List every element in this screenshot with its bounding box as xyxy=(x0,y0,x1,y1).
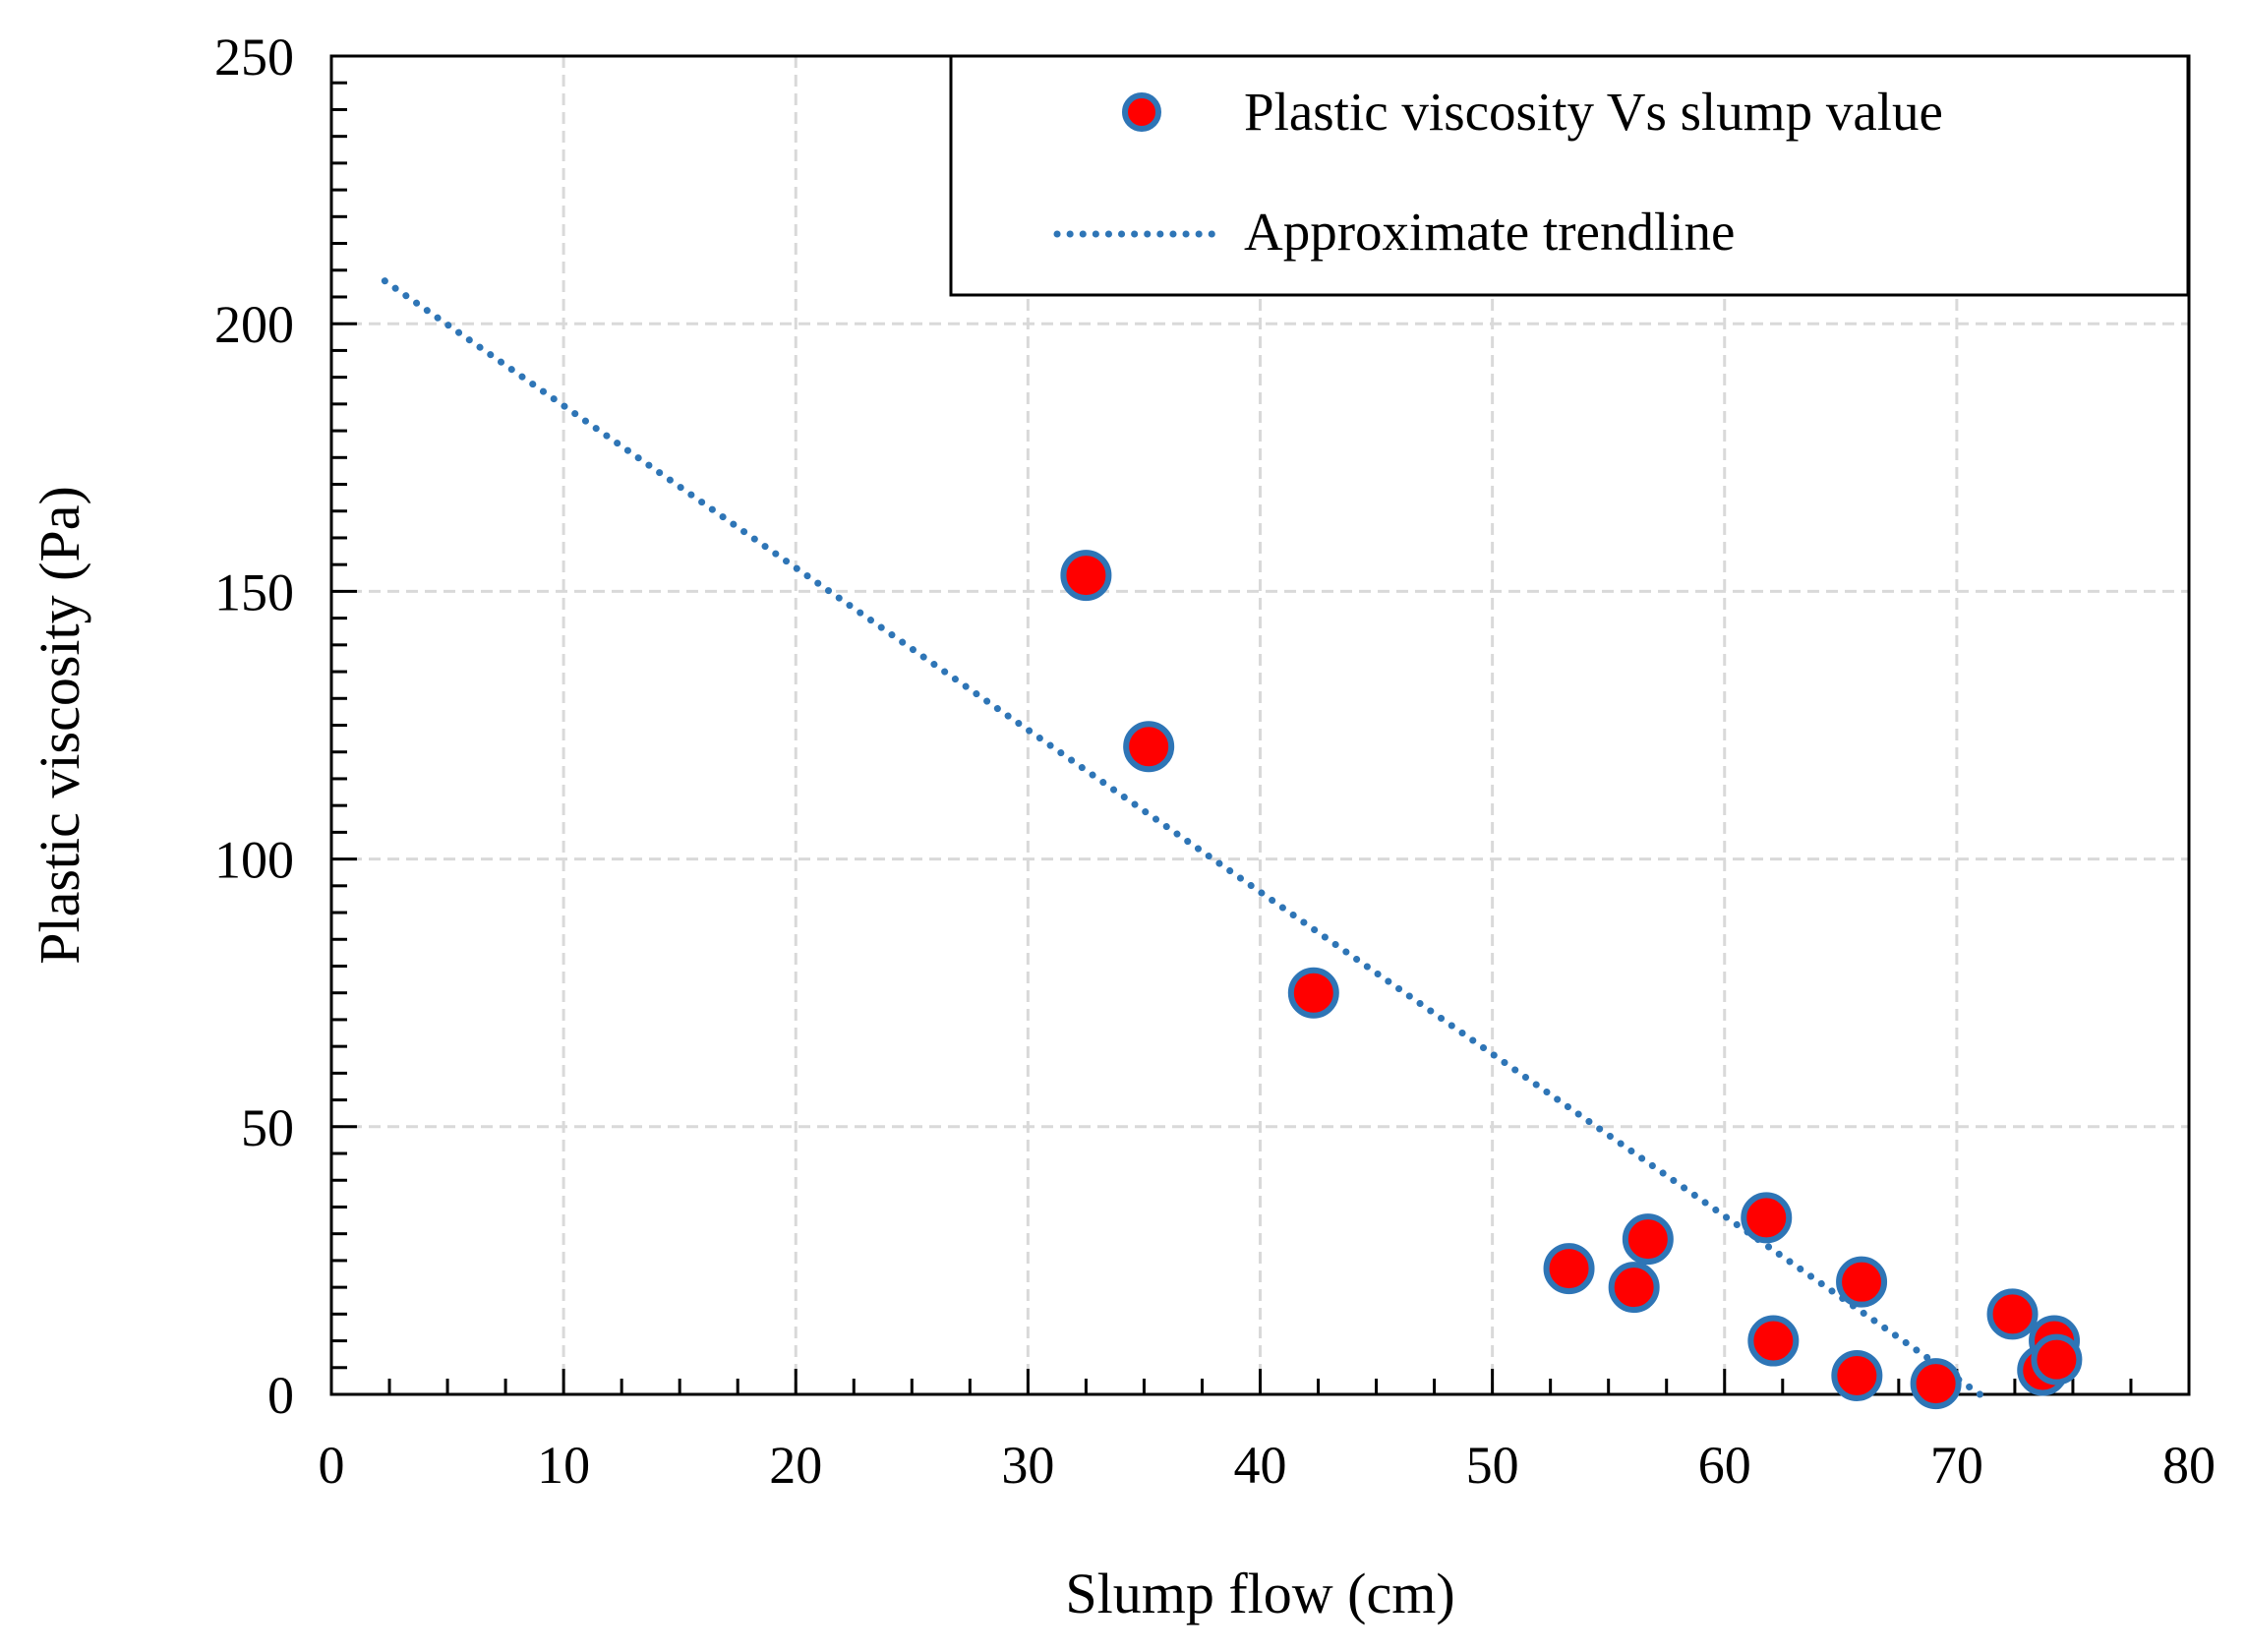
y-tick-label: 0 xyxy=(267,1366,294,1425)
data-point-14 xyxy=(2031,1333,2083,1386)
trendline xyxy=(381,277,1983,1398)
y-tick-label: 100 xyxy=(214,831,294,890)
legend-box xyxy=(949,54,2190,297)
x-tick-label: 50 xyxy=(1466,1436,1519,1495)
x-tick-labels: 0 10 20 30 40 50 60 70 80 xyxy=(319,1436,2216,1495)
y-tick-label: 150 xyxy=(214,562,294,621)
data-point-9 xyxy=(1836,1256,1888,1308)
x-tick-label: 20 xyxy=(769,1436,822,1495)
data-point-0 xyxy=(1060,550,1112,602)
trendline-group xyxy=(381,277,1983,1398)
x-tick-label: 0 xyxy=(319,1436,345,1495)
x-tick-label: 40 xyxy=(1234,1436,1287,1495)
data-point-5 xyxy=(1622,1213,1674,1266)
legend-label-scatter: Plastic viscosity Vs slump value xyxy=(1244,82,1943,142)
data-point-10 xyxy=(1910,1358,1962,1410)
data-point-7 xyxy=(1747,1315,1800,1367)
data-point-11 xyxy=(1986,1288,2039,1340)
y-tick-label: 250 xyxy=(214,28,294,87)
x-tick-label: 60 xyxy=(1698,1436,1751,1495)
data-point-4 xyxy=(1608,1262,1660,1314)
x-axis-title: Slump flow (cm) xyxy=(1065,1562,1454,1625)
data-points xyxy=(1060,550,2083,1410)
y-tick-labels: 0 50 100 150 200 250 xyxy=(214,28,294,1425)
data-point-6 xyxy=(1741,1192,1793,1244)
x-tick-label: 10 xyxy=(537,1436,590,1495)
x-tick-label: 70 xyxy=(1930,1436,1983,1495)
legend-label-trendline: Approximate trendline xyxy=(1244,202,1735,262)
legend-marker-scatter xyxy=(1122,92,1161,132)
y-tick-label: 50 xyxy=(241,1098,294,1157)
data-point-2 xyxy=(1287,967,1339,1019)
x-tick-label: 80 xyxy=(2162,1436,2216,1495)
x-tick-label: 30 xyxy=(1001,1436,1054,1495)
legend: Plastic viscosity Vs slump value Approxi… xyxy=(949,54,2190,297)
data-point-8 xyxy=(1831,1349,1883,1401)
y-axis-title: Plastic viscosity (Pa) xyxy=(28,486,91,965)
minor-ticks xyxy=(331,81,2133,1394)
y-tick-label: 200 xyxy=(214,295,294,354)
data-point-3 xyxy=(1543,1243,1595,1295)
grid-lines xyxy=(331,56,2189,1394)
data-point-1 xyxy=(1123,721,1175,773)
